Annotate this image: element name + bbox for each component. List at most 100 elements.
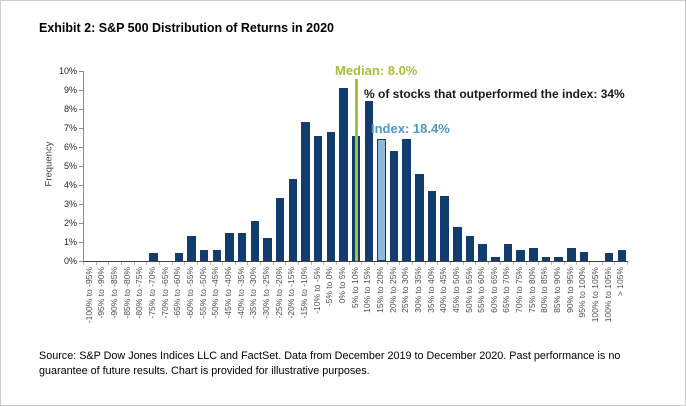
bar-slot [413,71,426,261]
x-tick-mark [424,262,426,265]
bar-slot [514,71,527,261]
x-tick-mark [614,262,616,265]
x-label-cell: -5% to 0% [323,267,336,351]
x-label-cell: -55% to -50% [197,267,210,351]
x-tick-mark [272,262,274,265]
x-tick-label: -15% to -10% [298,267,309,319]
x-tick-label: -20% to -15% [286,267,297,319]
bar-slot [185,71,198,261]
x-label-cell: -80% to -75% [134,267,147,351]
bar-slot [489,71,502,261]
histogram-bar [604,253,614,261]
x-tick-mark [601,262,603,265]
y-tick-mark [79,128,83,129]
histogram-bar [427,190,437,261]
histogram-bar [250,221,260,261]
x-label-cell: -15% to -10% [298,267,311,351]
x-label-cell: 25% to 30% [399,267,412,351]
bar-slot [451,71,464,261]
bar-slot [375,71,388,261]
x-tick-label: 100% to 105% [602,267,613,323]
index-bar [377,139,386,261]
index-annotation: Index: 18.4% [371,121,450,136]
x-tick-mark [487,262,489,265]
x-label-cell: 20% to 25% [387,267,400,351]
x-label-cell: 45% to 50% [450,267,463,351]
x-tick-label: 80% to 85% [539,267,550,313]
x-label-cell: 80% to 85% [539,267,552,351]
x-tick-label: -85% to -80% [121,267,132,319]
y-tick-label: 10% [58,65,77,76]
x-label-cell: -70% to -65% [159,267,172,351]
bar-slot [249,71,262,261]
histogram-bar [237,232,247,261]
x-tick-label: 20% to 25% [387,267,398,313]
x-label-cell: -10% to -5% [311,267,324,351]
bar-slot [400,71,413,261]
x-tick-label: -50% to -45% [210,267,221,319]
histogram-bar [415,173,424,261]
x-axis-ticks [83,262,628,266]
x-label-cell: 15% to 20% [374,267,387,351]
x-tick-mark [538,262,540,265]
bar-slot [299,71,312,261]
x-tick-label: 10% to 15% [362,267,373,313]
x-label-cell: -85% to -80% [121,267,134,351]
x-tick-label: 95% to 100% [577,267,588,318]
x-tick-label: -65% to -60% [172,267,183,319]
histogram-bar [453,226,462,261]
histogram-bar [579,251,589,261]
histogram-bar [225,232,234,261]
x-tick-label: -70% to -65% [159,267,170,319]
x-label-cell: 100% to 105% [589,267,602,351]
chart-title: Exhibit 2: S&P 500 Distribution of Retur… [39,21,334,35]
outperform-annotation: % of stocks that outperformed the index:… [364,87,625,101]
x-tick-mark [462,262,464,265]
bar-slot [527,71,540,261]
y-tick-label: 0% [63,255,77,266]
x-tick-mark [222,262,224,265]
bar-slot [211,71,224,261]
x-label-cell: 90% to 95% [564,267,577,351]
x-tick-label: 5% to 10% [349,267,360,309]
x-tick-label: -75% to -70% [147,267,158,319]
x-tick-label: 15% to 20% [374,267,385,313]
y-tick-mark [79,204,83,205]
bar-slot [502,71,515,261]
x-label-cell: -90% to -85% [108,267,121,351]
y-tick-label: 1% [63,236,77,247]
histogram-bar [440,196,449,261]
bar-slot [438,71,451,261]
y-tick-mark [79,242,83,243]
y-tick-mark [79,147,83,148]
x-tick-label: 60% to 65% [488,267,499,313]
histogram-bar [339,88,348,261]
x-tick-label: 70% to 75% [514,267,525,313]
x-tick-mark [298,262,300,265]
x-tick-mark [576,262,578,265]
x-tick-label: -100% to -95% [83,267,94,324]
histogram-bar [326,131,336,261]
x-label-cell: -60% to -55% [184,267,197,351]
x-tick-mark [133,262,135,265]
x-label-cell: 60% to 65% [488,267,501,351]
x-tick-mark [525,262,527,265]
x-label-cell: 30% to 35% [412,267,425,351]
bar-slot [122,71,135,261]
x-tick-mark [146,262,148,265]
x-tick-mark [260,262,262,265]
x-tick-label: 65% to 70% [501,267,512,313]
y-tick-mark [79,223,83,224]
y-tick-label: 7% [63,122,77,133]
histogram-bar [301,122,310,261]
x-tick-mark [361,262,363,265]
bar-slot [565,71,578,261]
x-label-cell: 55% to 60% [475,267,488,351]
x-tick-mark [196,262,198,265]
x-tick-mark [336,262,338,265]
histogram-bar [263,238,272,261]
x-label-cell: -45% to -40% [222,267,235,351]
bar-slot [476,71,489,261]
x-tick-label: > 105% [615,267,626,297]
